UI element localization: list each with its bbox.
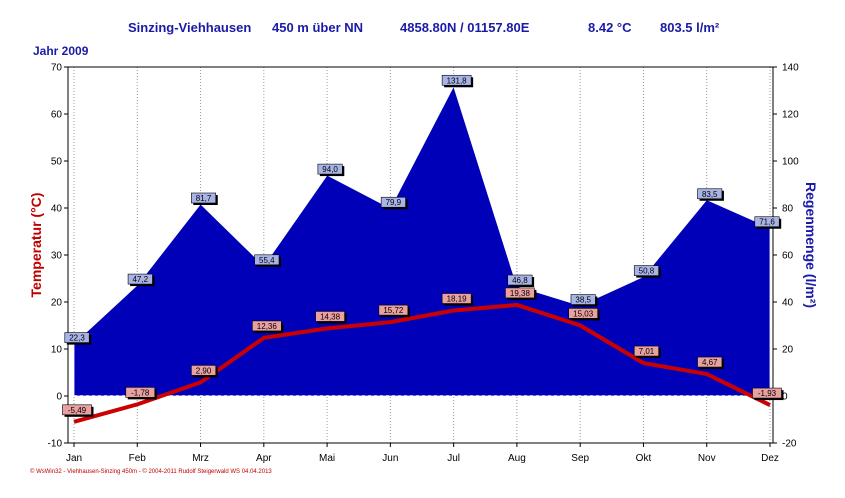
y-tick-label: -10 xyxy=(48,439,63,450)
y2-tick-label: 140 xyxy=(782,63,799,74)
rain-area xyxy=(73,85,771,397)
rain-data-label-box xyxy=(697,188,723,200)
rain-data-label-box xyxy=(64,332,90,343)
rain-data-label-box xyxy=(570,294,596,305)
rain-data-label: 131,8 xyxy=(447,76,468,85)
rain-data-label-box xyxy=(191,192,217,204)
y-tick-label: 70 xyxy=(51,63,63,74)
x-tick-label: Dez xyxy=(761,453,779,464)
temp-data-label-box xyxy=(633,345,659,357)
y2-tick-label: 80 xyxy=(782,204,794,215)
y2-tick-label: 40 xyxy=(782,298,794,309)
temp-data-label: 7,01 xyxy=(639,347,655,356)
mean-temperature: 8.42 °C xyxy=(588,20,632,35)
footer-copyright: © WsWin32 - Viehhausen-Sinzing 450m - © … xyxy=(30,469,272,475)
y2-tick-label: 100 xyxy=(782,157,799,168)
y-tick-label: 50 xyxy=(51,157,63,168)
rain-data-label: 81,7 xyxy=(196,194,212,203)
altitude: 450 m über NN xyxy=(272,20,364,35)
temp-data-label: -1,78 xyxy=(131,388,150,397)
temp-data-label-box xyxy=(568,308,598,319)
x-tick-label: Nov xyxy=(698,453,716,464)
x-tick-label: Jul xyxy=(447,453,460,464)
temp-data-label: 15,72 xyxy=(383,306,404,315)
x-tick-label: Okt xyxy=(636,453,652,464)
x-tick-label: Jan xyxy=(66,453,82,464)
temp-data-label-box xyxy=(62,404,92,416)
coordinates: 4858.80N / 01157.80E xyxy=(400,20,530,35)
rain-data-label-box xyxy=(754,216,780,228)
y2-tick-label: -20 xyxy=(782,439,797,450)
y-tick-label: 40 xyxy=(51,204,63,215)
temp-data-label-box xyxy=(252,320,282,332)
temp-data-label: 15,03 xyxy=(573,309,594,318)
rain-data-label-box xyxy=(633,265,659,276)
temp-data-label-box xyxy=(315,311,345,322)
station-name: Sinzing-Viehhausen xyxy=(128,20,252,35)
rain-data-label: 38,5 xyxy=(575,296,591,305)
x-tick-label: Sep xyxy=(571,453,589,464)
rain-data-label-box xyxy=(380,196,406,208)
y-tick-label: 30 xyxy=(51,251,63,262)
y2-tick-label: 120 xyxy=(782,110,799,121)
rain-data-label-box xyxy=(507,274,533,286)
y-axis-title: Temperatur (°C) xyxy=(28,193,44,298)
rain-data-label-box xyxy=(127,273,153,285)
y2-tick-label: 60 xyxy=(782,251,794,262)
rain-data-label-box xyxy=(317,163,343,175)
year-label: Jahr 2009 xyxy=(33,44,89,58)
x-tick-label: Mrz xyxy=(192,453,209,464)
temp-data-label-box xyxy=(378,304,409,316)
y2-axis-title: Regenmenge (l/m²) xyxy=(803,182,819,308)
temp-data-label: 14,38 xyxy=(320,312,341,321)
temp-data-label-box xyxy=(191,365,217,376)
rain-data-label: 83,5 xyxy=(702,190,718,199)
x-tick-label: Apr xyxy=(256,453,272,464)
temp-data-label-box xyxy=(505,287,535,299)
y-tick-label: 10 xyxy=(51,345,63,356)
temp-data-label-box xyxy=(441,293,472,304)
rain-data-label: 50,8 xyxy=(639,267,655,276)
y2-tick-label: 0 xyxy=(782,392,788,403)
x-tick-label: Mai xyxy=(319,453,335,464)
x-tick-label: Aug xyxy=(508,453,526,464)
rain-data-label: 46,8 xyxy=(512,276,528,285)
rain-data-label-box xyxy=(254,254,280,266)
temp-data-label: -1,93 xyxy=(758,389,777,398)
temp-data-label-box xyxy=(752,387,782,399)
y2-tick-label: 20 xyxy=(782,345,794,356)
rain-data-label-box xyxy=(441,74,472,86)
temperature-line xyxy=(73,302,771,424)
rain-data-label: 94,0 xyxy=(322,165,338,174)
temp-data-label: -5,49 xyxy=(68,406,87,415)
temp-data-label-box xyxy=(125,387,156,398)
temp-data-label: 18,19 xyxy=(447,295,468,304)
rain-data-label: 71,6 xyxy=(759,218,775,227)
rain-data-label: 47,2 xyxy=(132,275,148,284)
rain-data-label: 55,4 xyxy=(259,256,275,265)
temp-data-label-box xyxy=(697,356,723,368)
x-tick-label: Jun xyxy=(382,453,398,464)
y-tick-label: 60 xyxy=(51,110,63,121)
rain-data-label: 79,9 xyxy=(386,198,402,207)
total-precipitation: 803.5 l/m² xyxy=(660,20,720,35)
y-tick-label: 0 xyxy=(56,392,62,403)
temp-data-label: 12,36 xyxy=(257,322,278,331)
temp-data-label: 4,67 xyxy=(702,358,718,367)
rain-data-label: 22,3 xyxy=(69,334,85,343)
temp-data-label: 2,90 xyxy=(196,366,212,375)
x-tick-label: Feb xyxy=(129,453,147,464)
y-tick-label: 20 xyxy=(51,298,63,309)
temp-data-label: 19,38 xyxy=(510,289,531,298)
